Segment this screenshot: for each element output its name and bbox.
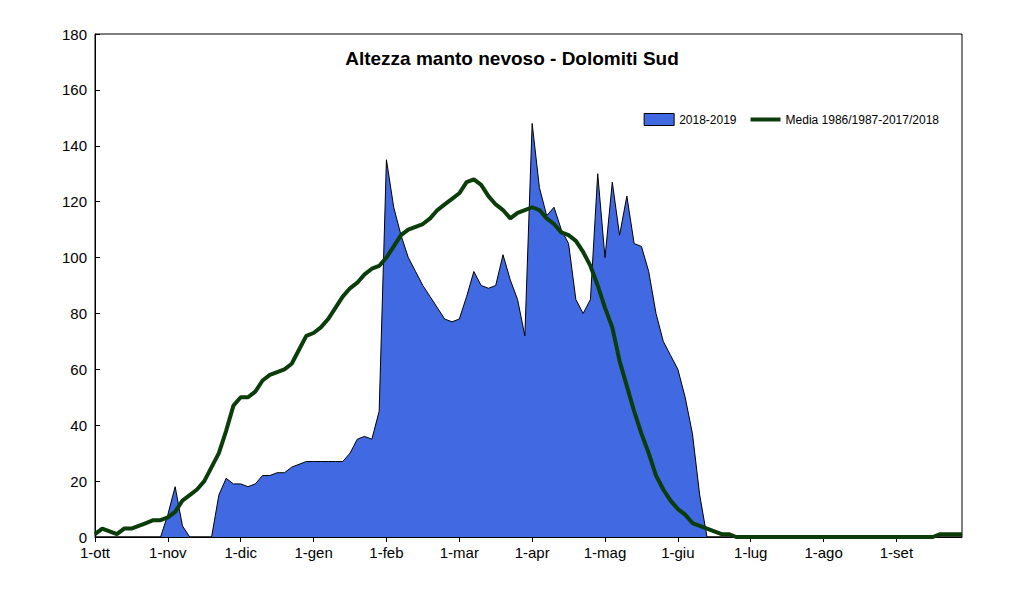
svg-text:20: 20 — [70, 473, 87, 490]
svg-text:100: 100 — [62, 249, 87, 266]
svg-text:1-ott: 1-ott — [80, 544, 111, 561]
svg-text:Media 1986/1987-2017/2018: Media 1986/1987-2017/2018 — [786, 113, 940, 127]
svg-text:60: 60 — [70, 361, 87, 378]
svg-text:1-lug: 1-lug — [734, 544, 767, 561]
svg-text:80: 80 — [70, 305, 87, 322]
svg-text:1-giu: 1-giu — [661, 544, 694, 561]
svg-text:1-set: 1-set — [880, 544, 914, 561]
svg-text:Altezza manto nevoso - Dolomit: Altezza manto nevoso - Dolomiti Sud — [345, 48, 679, 69]
svg-text:0: 0 — [79, 529, 87, 546]
svg-text:1-gen: 1-gen — [294, 544, 332, 561]
svg-text:1-mag: 1-mag — [584, 544, 627, 561]
svg-text:1-apr: 1-apr — [515, 544, 550, 561]
svg-text:140: 140 — [62, 137, 87, 154]
svg-text:1-mar: 1-mar — [440, 544, 479, 561]
svg-text:180: 180 — [62, 26, 87, 43]
svg-text:1-nov: 1-nov — [149, 544, 187, 561]
svg-text:1-ago: 1-ago — [804, 544, 842, 561]
svg-text:1-feb: 1-feb — [369, 544, 403, 561]
svg-text:160: 160 — [62, 81, 87, 98]
svg-text:40: 40 — [70, 417, 87, 434]
svg-text:2018-2019: 2018-2019 — [679, 113, 737, 127]
svg-text:1-dic: 1-dic — [224, 544, 257, 561]
svg-text:120: 120 — [62, 193, 87, 210]
